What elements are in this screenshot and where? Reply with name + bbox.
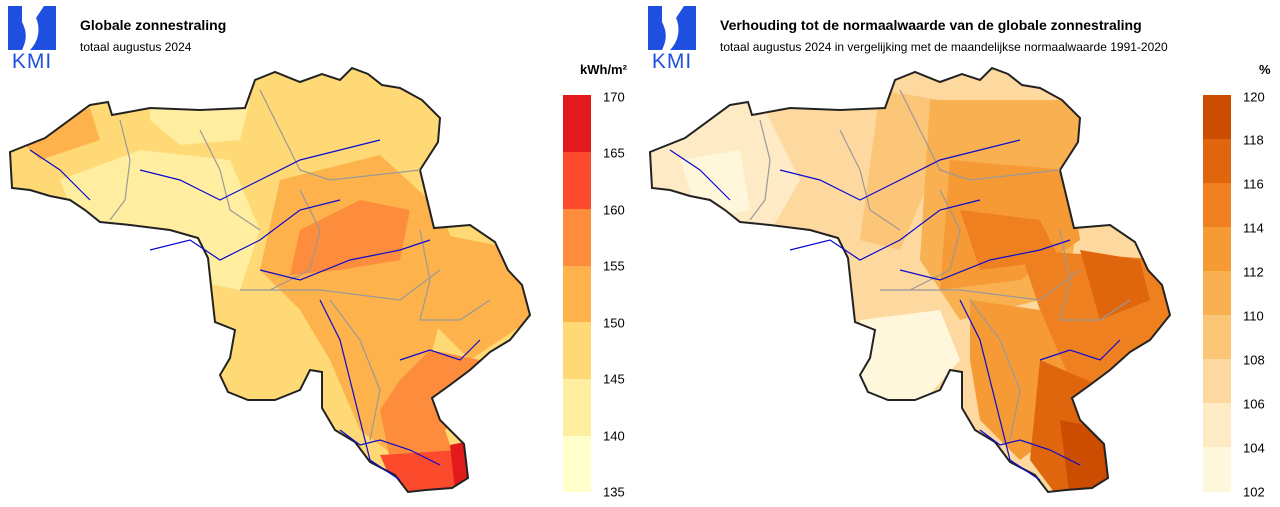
legend-tick: 160: [603, 202, 625, 218]
legend-swatch: [1203, 447, 1231, 492]
legend-tick: 135: [603, 484, 625, 500]
kmi-logo-icon: [8, 6, 56, 50]
legend-tick: 145: [603, 371, 625, 387]
legend-swatch: [1203, 403, 1231, 447]
legend-tick: 102: [1243, 484, 1265, 500]
panel-solar-radiation: KMI Globale zonnestraling totaal augustu…: [6, 4, 627, 500]
legend-tick: 150: [603, 315, 625, 331]
legend-swatch: [1203, 227, 1231, 271]
legend-tick: 104: [1243, 440, 1265, 456]
legend-swatch: [563, 322, 591, 379]
legend-swatch: [563, 379, 591, 436]
legend-swatch: [1203, 271, 1231, 315]
map-subtitle: totaal augustus 2024 in vergelijking met…: [720, 40, 1168, 54]
legend-swatch: [563, 209, 591, 266]
legend-swatch: [1203, 359, 1231, 403]
legend-tick: 112: [1243, 264, 1264, 280]
legend-swatch: [1203, 183, 1231, 227]
legend-tick: 140: [603, 428, 625, 444]
map-title: Globale zonnestraling: [80, 17, 227, 33]
legend-swatch: [563, 95, 591, 152]
legend-tick: 106: [1243, 396, 1265, 412]
legend-swatch: [563, 436, 591, 492]
belgium-map-ratio: [648, 66, 1172, 494]
legend-swatch: [1203, 95, 1231, 139]
legend-tick: 120: [1243, 89, 1265, 105]
legend-tick: 116: [1243, 176, 1264, 192]
kmi-logo: KMI: [646, 4, 698, 73]
legend-unit: kWh/m²: [580, 62, 627, 77]
legend-tick: 165: [603, 145, 625, 161]
belgium-map-radiation: [8, 66, 532, 494]
legend-swatch: [1203, 139, 1231, 183]
kmi-logo-text: KMI: [651, 50, 693, 73]
legend-tick: 170: [603, 89, 625, 105]
legend-tick: 110: [1243, 308, 1264, 324]
legend-tick: 155: [603, 258, 625, 274]
legend-tick: 108: [1243, 352, 1265, 368]
legend-tick: 114: [1243, 220, 1264, 236]
map-subtitle: totaal augustus 2024: [80, 40, 192, 54]
legend-swatch: [1203, 315, 1231, 359]
legend-tick: 118: [1243, 132, 1264, 148]
kmi-logo: KMI: [6, 4, 58, 73]
panel-radiation-ratio: KMI Verhouding tot de normaalwaarde van …: [640, 0, 1280, 507]
legend-swatch: [563, 152, 591, 209]
legend-unit: %: [1259, 62, 1271, 77]
map-title: Verhouding tot de normaalwaarde van de g…: [720, 17, 1142, 33]
kmi-logo-text: KMI: [11, 50, 53, 73]
legend-swatch: [563, 266, 591, 322]
kmi-logo-icon: [648, 6, 696, 50]
